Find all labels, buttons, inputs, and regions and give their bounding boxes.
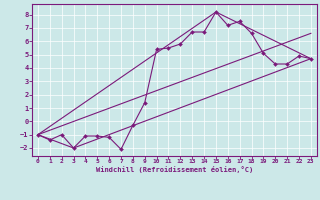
X-axis label: Windchill (Refroidissement éolien,°C): Windchill (Refroidissement éolien,°C) (96, 166, 253, 173)
